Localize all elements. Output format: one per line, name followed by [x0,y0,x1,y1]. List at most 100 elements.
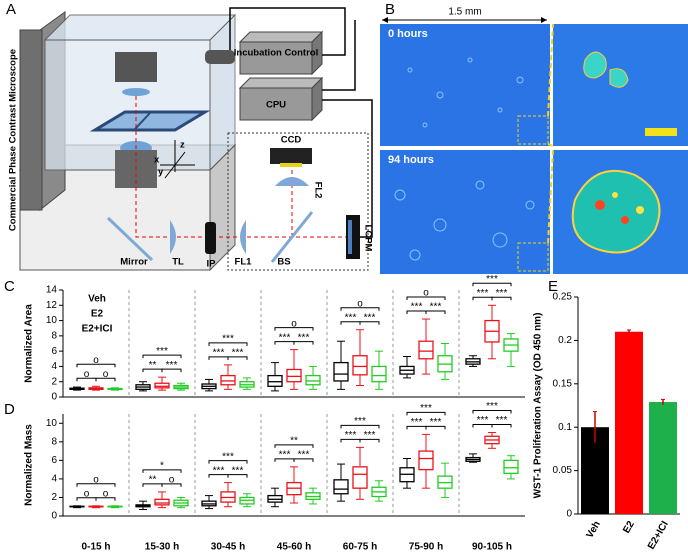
bracket [340,307,380,311]
significance: *** [354,416,366,427]
significance: *** [486,274,498,285]
y-tick-label: 6 [51,346,57,357]
bar [615,331,643,514]
box [503,459,519,474]
significance: o [103,488,109,499]
bracket [274,444,314,448]
box [154,382,170,389]
bracket [208,342,248,346]
x-tick-label: 30-45 h [211,542,245,553]
significance: ** [149,475,157,486]
y-tick-label: 4 [51,361,57,372]
bracket [227,356,248,360]
bracket [208,460,248,464]
significance: o [357,298,363,309]
x-tick-label: 75-90 h [409,542,443,553]
significance: o [423,288,429,299]
legend-entry: E2+ICI [82,324,113,335]
significance: o [169,475,175,486]
y-tick-label: 0 [51,511,57,522]
significance: *** [156,346,168,357]
box [286,368,302,383]
y-tick-label: 0.15 [553,378,573,389]
significance: *** [430,302,442,313]
significance: o [84,369,90,380]
significance: *** [345,312,357,323]
axis-label: x [154,155,160,166]
box [267,374,283,387]
significance: *** [345,430,357,441]
legend-entry: E2 [91,309,104,320]
significance: *** [213,465,225,476]
significance: *** [477,288,489,299]
box [418,450,434,471]
diagram-label: TL [172,257,184,268]
diagram-label: FL1 [235,257,253,268]
x-tick-label: 60-75 h [343,542,377,553]
axis-label: z [180,140,185,151]
y-tick-label: 2 [51,492,57,503]
x-tick-label: 90-105 h [472,542,512,553]
significance: o [93,474,99,485]
significance: ** [290,435,298,446]
significance: *** [496,288,508,299]
significance: o [84,488,90,499]
box [333,361,349,382]
box [352,355,368,376]
y-tick-label: 0.05 [553,465,573,476]
significance: *** [279,449,291,460]
bracket [472,410,512,414]
bracket [425,425,446,430]
legend-entry: Veh [88,294,106,305]
y-tick-label: 4 [51,474,57,485]
micrographs [380,23,688,274]
significance: *** [222,334,234,345]
y-tick-label: 2 [51,376,57,387]
box [371,365,387,383]
y-tick-label: 8 [51,436,57,447]
significance: *** [298,332,310,343]
y-tick-label: 8 [51,330,57,341]
diagram-label: LCPM [362,225,373,252]
bracket [293,458,314,462]
panel-label: E [548,278,558,295]
bracket [95,377,116,382]
panel-label: A [6,1,16,18]
significance: ** [149,360,157,371]
y-tick-label: 10 [46,418,58,429]
x-tick-label: 0-15 h [82,542,111,553]
bracket [142,469,182,473]
bracket [161,368,182,373]
box [305,374,321,386]
y-tick-label: 14 [46,285,58,296]
significance: *** [411,302,423,313]
bracket [359,438,380,443]
x-tick-label: Veh [584,519,602,540]
bracket [293,341,314,345]
axis-label: y [158,167,164,178]
y-tick-label: 0.1 [558,422,572,433]
bar [649,402,677,514]
x-tick-label: 15-30 h [145,542,179,553]
bracket [491,424,512,428]
significance: *** [222,451,234,462]
diagram-label: BS [277,257,290,268]
significance: *** [298,449,310,460]
time-label: 94 hours [388,154,434,166]
significance: o [93,355,99,366]
y-tick-label: 12 [46,300,58,311]
bracket [95,497,116,501]
bracket [274,327,314,331]
box [333,479,349,495]
significance: o [103,369,109,380]
panel-label: B [385,1,395,18]
diagram-label: Incubation Control [234,48,318,59]
time-label: 0 hours [388,28,428,40]
y-tick-label: 0.2 [558,335,572,346]
significance: o [291,318,297,329]
significance: *** [496,415,508,426]
panel-label: C [4,278,15,295]
significance: *** [232,465,244,476]
significance: * [160,461,164,472]
significance: *** [420,403,432,414]
